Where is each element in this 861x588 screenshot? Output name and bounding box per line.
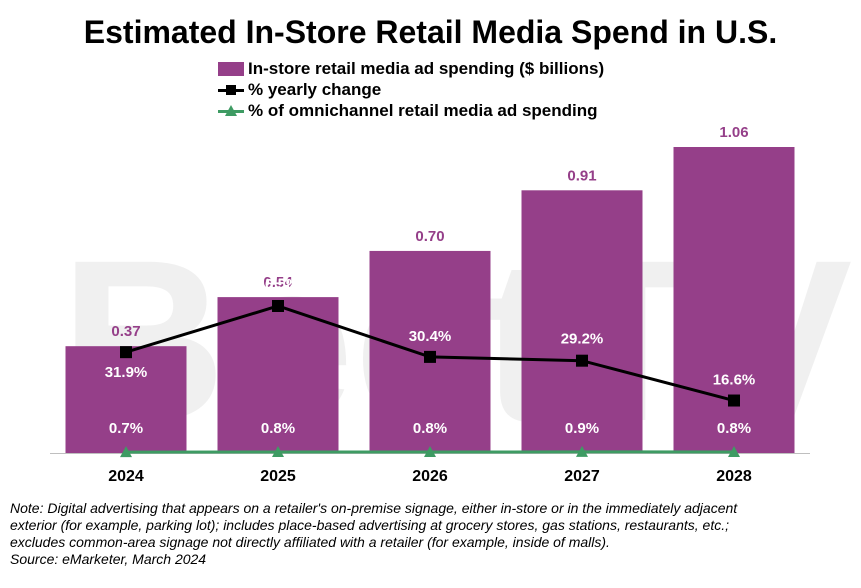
yearly-change-marker-2024 bbox=[120, 346, 132, 359]
bar-2028 bbox=[673, 147, 795, 453]
yearly-change-label-2026: 30.4% bbox=[409, 328, 452, 345]
lines-layer bbox=[120, 300, 740, 458]
legend-label-yearly-change: % yearly change bbox=[248, 79, 382, 99]
legend-item-bar-spending: In-store retail media ad spending ($ bil… bbox=[218, 58, 604, 79]
bars-layer bbox=[65, 147, 795, 453]
x-tick-label-2027: 2027 bbox=[564, 468, 600, 485]
bar-2024 bbox=[65, 346, 187, 453]
chart-title: Estimated In-Store Retail Media Spend in… bbox=[83, 14, 778, 50]
yearly-change-marker-2025 bbox=[272, 300, 284, 312]
chart-note: Note: Digital advertising that appears o… bbox=[10, 500, 855, 568]
bar-2025 bbox=[217, 297, 339, 453]
legend-swatch-square-line bbox=[218, 83, 244, 97]
omnichannel-share-label-2025: 0.8% bbox=[261, 420, 295, 437]
legend-label-spending: In-store retail media ad spending ($ bil… bbox=[248, 58, 605, 78]
legend-swatch-bar bbox=[218, 61, 244, 76]
note-line-2: exterior (for example, parking lot); inc… bbox=[10, 517, 730, 533]
bar-value-label-2027: 0.91 bbox=[567, 167, 596, 184]
note-line-3: excludes common-area signage not directl… bbox=[10, 534, 610, 550]
source-line: Source: eMarketer, March 2024 bbox=[10, 551, 207, 567]
x-tick-label-2026: 2026 bbox=[412, 468, 448, 485]
yearly-change-marker-2027 bbox=[576, 354, 588, 367]
omnichannel-share-marker-2028 bbox=[728, 446, 740, 457]
bar-value-label-2024: 0.37 bbox=[111, 323, 140, 340]
bar-value-label-2026: 0.70 bbox=[415, 228, 444, 245]
omnichannel-share-label-2028: 0.8% bbox=[717, 420, 751, 437]
yearly-change-label-2028: 16.6% bbox=[713, 372, 756, 389]
yearly-change-label-2027: 29.2% bbox=[561, 331, 604, 348]
bar-value-label-2025: 0.54 bbox=[263, 274, 293, 291]
omnichannel-share-label-2024: 0.7% bbox=[109, 420, 143, 437]
labels-layer: 0.37 0.54 0.70 0.91 1.06 2024 2025 2026 2027 2028… bbox=[105, 124, 756, 485]
x-tick-label-2028: 2028 bbox=[716, 468, 752, 485]
legend-item-yearly-change: % yearly change bbox=[218, 79, 604, 100]
legend-label-omnichannel-share: % of omnichannel retail media ad spendin… bbox=[248, 100, 598, 120]
x-tick-label-2024: 2024 bbox=[108, 468, 144, 485]
omnichannel-share-marker-2026 bbox=[424, 446, 436, 457]
omnichannel-share-marker-2024 bbox=[120, 446, 132, 458]
legend-item-omnichannel-share: % of omnichannel retail media ad spendin… bbox=[218, 100, 604, 121]
legend: In-store retail media ad spending ($ bil… bbox=[218, 58, 604, 121]
note-line-1: Note: Digital advertising that appears o… bbox=[10, 500, 738, 516]
yearly-change-label-2024: 31.9% bbox=[105, 364, 148, 381]
omnichannel-share-label-2026: 0.8% bbox=[413, 420, 447, 437]
x-tick-label-2025: 2025 bbox=[260, 468, 296, 485]
yearly-change-marker-2028 bbox=[728, 394, 740, 407]
bar-2027 bbox=[521, 190, 643, 453]
bar-value-label-2028: 1.06 bbox=[719, 124, 748, 141]
omnichannel-share-marker-2027 bbox=[576, 445, 588, 457]
omnichannel-share-marker-2025 bbox=[272, 446, 284, 457]
omnichannel-share-label-2027: 0.9% bbox=[565, 420, 599, 437]
yearly-change-marker-2026 bbox=[424, 350, 436, 363]
legend-swatch-triangle-line bbox=[218, 104, 244, 118]
yearly-change-label-2025: 46.5% bbox=[257, 276, 300, 293]
